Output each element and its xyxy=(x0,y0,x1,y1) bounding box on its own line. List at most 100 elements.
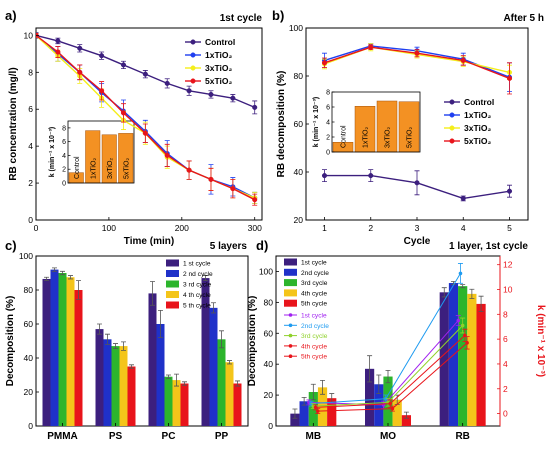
panel-c-error-bar xyxy=(129,364,134,369)
panel-a-data-point xyxy=(230,95,236,101)
panel-b-ylabel: RB decomposition (%) xyxy=(276,71,287,178)
panel-c-error-bar xyxy=(150,281,155,306)
panel-c-label: c) xyxy=(5,238,17,253)
panel-d-bar xyxy=(327,398,337,426)
panel-c-bar xyxy=(201,278,210,426)
panel-d-bar xyxy=(392,399,402,426)
panel-d-category-label: RB xyxy=(455,431,469,442)
panel-d-bar xyxy=(476,303,486,426)
panel-a-legend-marker xyxy=(190,78,196,84)
panel-c-y-tick-label: 0 xyxy=(28,421,33,431)
panel-a-inset-tick-label: 2 xyxy=(62,167,66,174)
panel-c-bars xyxy=(42,267,242,426)
panel-a-inset-ylabel: k (min⁻¹ x 10⁻³) xyxy=(49,127,56,178)
panel-d-k-point xyxy=(388,401,393,406)
panel-b-y-tick-label: 20 xyxy=(294,215,304,225)
panel-c-y-tick-label: 100 xyxy=(19,251,33,261)
panel-b-inset-tick-label: 8 xyxy=(326,90,330,97)
panel-a-inset-category: 1xTiO₂ xyxy=(90,158,97,179)
panel-d-k-legend-entry: 4th cycle xyxy=(301,343,327,350)
panel-a-inset-tick-label: 4 xyxy=(62,153,66,160)
panel-d-bar xyxy=(439,292,449,426)
panel-a-label: a) xyxy=(5,8,17,23)
panel-d-k-legend-marker xyxy=(288,333,293,338)
panel-c-error-bar xyxy=(60,270,65,276)
panel-d-y-right-tick-label: 6 xyxy=(503,334,508,344)
panel-a-plot-frame xyxy=(35,27,263,221)
panel-c-bar xyxy=(225,362,234,426)
panel-d-error-bar xyxy=(469,288,475,299)
panel-b-y-tick-label: 80 xyxy=(294,71,304,81)
panel-b-data-point xyxy=(460,57,466,63)
panel-b-x-tick-label: 1 xyxy=(322,223,327,233)
panel-d-error-bar xyxy=(301,397,307,406)
panel-d-y-right-tick-label: 8 xyxy=(503,309,508,319)
panel-a-data-point xyxy=(120,110,127,116)
panel-c-bar xyxy=(74,290,83,426)
panel-a-inset-tick-label: 6 xyxy=(62,139,66,146)
panel-d-k-legend-entry: 2nd cycle xyxy=(301,323,329,330)
panel-d-y-right-tick-label: 12 xyxy=(503,260,513,270)
panel-a-legend-entry: 1xTiO₂ xyxy=(205,50,232,60)
panel-d-error-bar xyxy=(460,284,466,289)
panel-d-k-legend-marker xyxy=(288,323,293,328)
panel-c-bar xyxy=(209,307,218,426)
panel-b-data-point xyxy=(506,188,513,194)
panel-a-data-point xyxy=(208,176,214,182)
panel-c-category-label: PMMA xyxy=(47,431,78,442)
panel-d-y-tick-label: 100 xyxy=(259,266,273,276)
panel-a: Control 1xTiO₂ 3xTiO₂ 5xTiO₂ 0 2 4 6 8 k (min⁻¹ x… xyxy=(5,8,263,247)
panel-a-legend-entry: Control xyxy=(205,37,235,47)
panel-d-k-legend-entry: 1st cycle xyxy=(301,313,327,320)
panel-a-inset: Control 1xTiO₂ 3xTiO₂ 5xTiO₂ 0 2 4 6 8 k (min⁻¹ x… xyxy=(49,120,135,188)
panel-d-category-label: MB xyxy=(306,431,322,442)
panel-d-k-legend-marker xyxy=(288,344,293,348)
panel-a-title: 1st cycle xyxy=(220,13,263,24)
panel-a-legend-marker xyxy=(190,65,196,71)
panel-b-legend-marker xyxy=(449,112,455,118)
panel-a-legend-marker xyxy=(190,52,196,58)
panel-c-bar xyxy=(50,269,59,426)
panel-b-y-tick-label: 40 xyxy=(294,167,304,177)
panel-b-inset-category: 1xTiO₂ xyxy=(363,127,370,148)
panel-b-legend-entry: 5xTiO₂ xyxy=(464,136,491,146)
panel-d-y-tick-label: 60 xyxy=(264,328,274,338)
panel-b-legend-marker xyxy=(449,99,455,105)
panel-d-error-bar xyxy=(367,355,373,383)
panel-d-error-bar xyxy=(385,369,391,384)
panel-c-category-label: PS xyxy=(109,431,123,442)
panel-b-series xyxy=(321,43,513,202)
panel-c-bar xyxy=(103,339,112,426)
panel-d-error-bar xyxy=(478,295,484,313)
panel-c-legend-swatch xyxy=(166,259,179,267)
panel-a-legend-marker xyxy=(190,39,196,45)
panel-c-legend-entry: 3 rd cycle xyxy=(183,282,212,289)
panel-d-y-tick-label: 20 xyxy=(264,390,274,400)
panel-b-data-point xyxy=(321,173,328,179)
panel-a-data-point xyxy=(142,130,148,136)
panel-c-legend-swatch xyxy=(166,301,179,309)
panel-d-bar xyxy=(467,293,477,426)
panel-d-y-tick-label: 40 xyxy=(264,359,274,369)
panel-d-title: 1 layer, 1st cycle xyxy=(449,241,528,252)
panel-d-y-tick-label: 0 xyxy=(268,421,273,431)
panel-c-error-bar xyxy=(166,374,171,379)
panel-b-inset-ylabel: k (min⁻¹ x 10⁻³) xyxy=(313,97,320,148)
panel-c-bar xyxy=(58,273,67,426)
panel-c-bar xyxy=(156,324,165,426)
panel-b-y-tick-label: 100 xyxy=(289,23,303,33)
panel-c-bar xyxy=(180,383,189,426)
panel-c-bar xyxy=(119,346,128,426)
panel-d-bar xyxy=(290,413,300,426)
panel-b-legend-entry: 1xTiO₂ xyxy=(464,110,491,120)
panel-d-k-point xyxy=(390,406,395,411)
panel-c-plot-frame xyxy=(35,255,249,427)
panel-a-data-point xyxy=(99,88,105,94)
panel-a-data-point xyxy=(208,91,214,98)
panel-d-k-legend-entry: 5th cycle xyxy=(301,354,327,361)
panel-a-y-tick-label: 6 xyxy=(28,104,33,114)
panel-d-error-bar xyxy=(310,383,316,401)
panel-a-data-point xyxy=(120,62,127,68)
